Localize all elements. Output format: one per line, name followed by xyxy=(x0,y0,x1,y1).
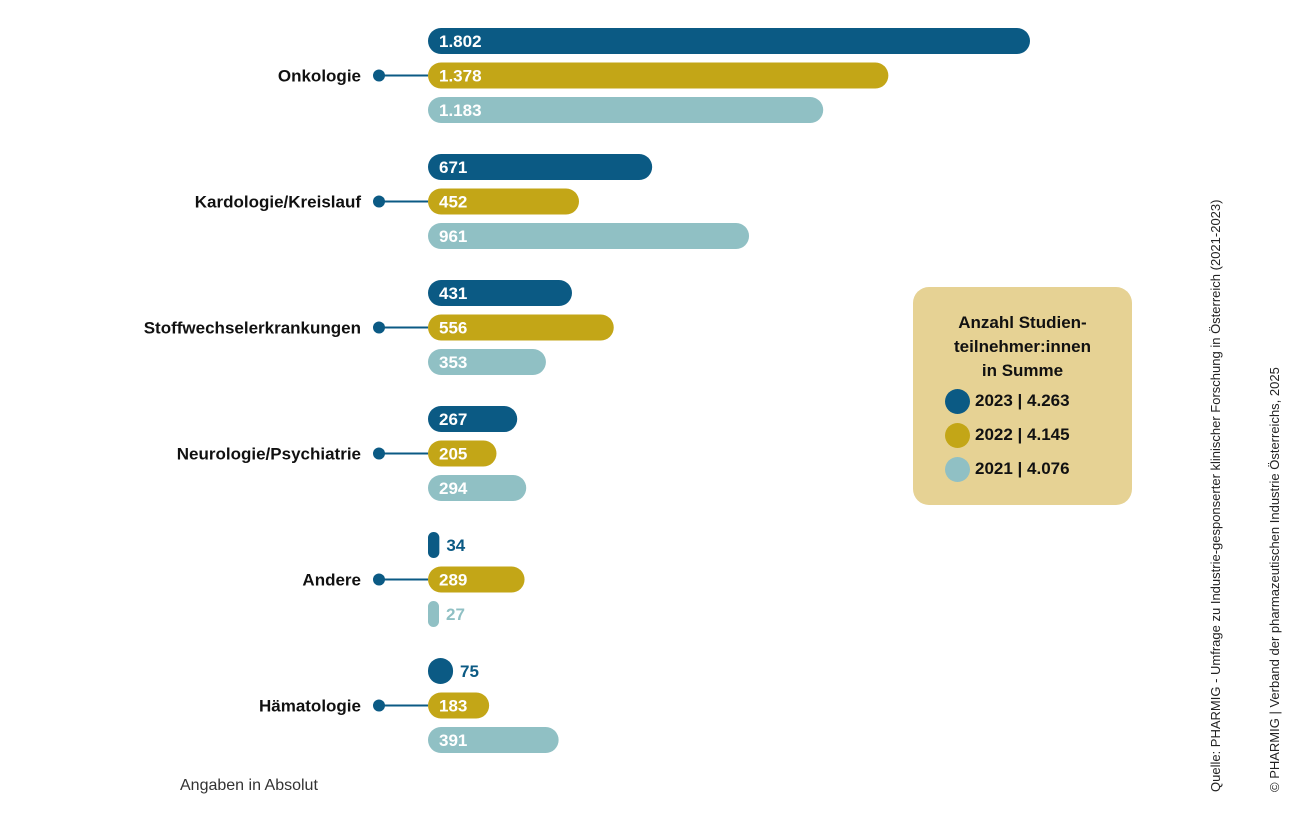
bar-2022-hämatologie xyxy=(428,692,490,719)
value-label-2021-stoffwechselerkrankungen: 353 xyxy=(439,353,467,372)
connector-dot xyxy=(373,69,385,82)
value-label-2021-kardologie-kreislauf: 961 xyxy=(439,227,467,246)
legend-item-2023: 2023 | 4.263 xyxy=(945,388,1070,414)
bar-2022-stoffwechselerkrankungen xyxy=(428,314,614,341)
category-label-onkologie: Onkologie xyxy=(278,67,361,86)
value-label-2022-onkologie: 1.378 xyxy=(439,67,482,86)
value-label-2021-neurologie-psychiatrie: 294 xyxy=(439,479,468,498)
legend-item-2021: 2021 | 4.076 xyxy=(945,456,1070,482)
value-label-2021-onkologie: 1.183 xyxy=(439,101,482,120)
legend-title-line: in Summe xyxy=(981,361,1064,380)
value-label-2023-kardologie-kreislauf: 671 xyxy=(439,158,467,177)
value-label-2021-andere: 27 xyxy=(446,605,465,624)
bar-2023-kardologie-kreislauf xyxy=(428,154,653,180)
value-label-2021-hämatologie: 391 xyxy=(439,731,467,750)
legend-label-2023: 2023 | 4.263 xyxy=(975,391,1070,410)
category-label-hämatologie: Hämatologie xyxy=(259,697,361,716)
category-label-stoffwechselerkrankungen: Stoffwechselerkrankungen xyxy=(144,319,361,338)
value-label-2022-hämatologie: 183 xyxy=(439,697,467,716)
bar-2022-kardologie-kreislauf xyxy=(428,188,580,215)
connector-dot xyxy=(373,573,385,586)
bar-2023-stoffwechselerkrankungen xyxy=(428,280,572,306)
legend-title: Anzahl Studien- teilnehmer:innen in Summ… xyxy=(913,311,1132,383)
legend-dot-2023 xyxy=(945,388,970,414)
value-label-2023-hämatologie: 75 xyxy=(460,662,479,681)
legend-title-line: teilnehmer:innen xyxy=(954,337,1091,356)
unit-note: Angaben in Absolut xyxy=(180,777,318,794)
value-label-2023-neurologie-psychiatrie: 267 xyxy=(439,410,467,429)
legend-label-2021: 2021 | 4.076 xyxy=(975,459,1070,478)
bar-2023-hämatologie xyxy=(428,658,454,684)
connector-dot xyxy=(373,699,385,712)
category-label-neurologie-psychiatrie: Neurologie/Psychiatrie xyxy=(177,445,361,464)
bar-2021-neurologie-psychiatrie xyxy=(428,475,527,501)
bar-2021-onkologie xyxy=(428,97,824,123)
bar-2021-stoffwechselerkrankungen xyxy=(428,349,546,375)
copyright-note: © PHARMIG | Verband der pharmazeutischen… xyxy=(1267,367,1282,792)
source-note: Quelle: PHARMIG - Umfrage zu Industrie-g… xyxy=(1208,199,1223,792)
bar-2023-neurologie-psychiatrie xyxy=(428,406,518,432)
value-label-2022-neurologie-psychiatrie: 205 xyxy=(439,445,467,464)
value-label-2023-stoffwechselerkrankungen: 431 xyxy=(439,284,467,303)
value-label-2023-onkologie: 1.802 xyxy=(439,32,482,51)
bar-2021-kardologie-kreislauf xyxy=(428,223,750,249)
connector-dot xyxy=(373,447,385,460)
bar-2022-onkologie xyxy=(428,62,889,89)
bar-2021-hämatologie xyxy=(428,727,559,753)
bar-2021-andere xyxy=(428,601,439,627)
bar-2022-andere xyxy=(428,566,525,593)
value-label-2022-kardologie-kreislauf: 452 xyxy=(439,193,467,212)
bar-2023-andere xyxy=(428,532,440,558)
bar-2023-onkologie xyxy=(428,28,1030,54)
legend-dot-2022 xyxy=(945,422,970,448)
legend-item-2022: 2022 | 4.145 xyxy=(945,422,1070,448)
legend-label-2022: 2022 | 4.145 xyxy=(975,425,1070,444)
connector-dot xyxy=(373,195,385,208)
legend-box: Anzahl Studien- teilnehmer:innen in Summ… xyxy=(913,287,1132,505)
category-label-andere: Andere xyxy=(302,571,361,590)
legend-dot-2021 xyxy=(945,456,970,482)
value-label-2023-andere: 34 xyxy=(446,536,465,555)
bar-2022-neurologie-psychiatrie xyxy=(428,440,497,467)
value-label-2022-stoffwechselerkrankungen: 556 xyxy=(439,319,467,338)
value-label-2022-andere: 289 xyxy=(439,571,467,590)
connector-dot xyxy=(373,321,385,334)
legend-title-line: Anzahl Studien- xyxy=(958,313,1087,332)
category-label-kardologie-kreislauf: Kardologie/Kreislauf xyxy=(195,193,362,212)
